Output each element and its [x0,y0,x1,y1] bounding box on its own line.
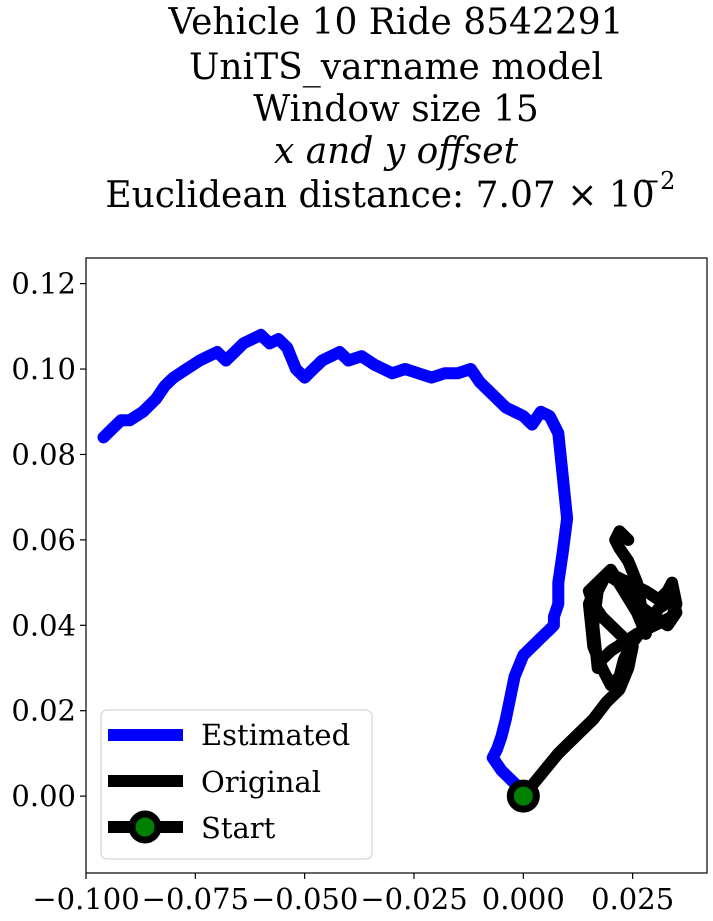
x-axis-ticks: −0.100 −0.075 −0.050 −0.025 0.000 0.025 [32,873,674,916]
x-tick-label: −0.100 [32,882,139,916]
x-tick-label: 0.025 [591,882,674,916]
y-tick-label: 0.06 [11,523,76,557]
plot-area [85,257,708,874]
x-tick-label: −0.050 [251,882,358,916]
x-tick-label: 0.000 [482,882,565,916]
legend-label-estimated: Estimated [201,718,350,752]
y-tick-label: 0.00 [11,779,76,813]
title-line-2: UniTS_varname model [189,47,603,88]
legend-marker-start [128,810,162,844]
start-marker [506,779,540,813]
title-line-3: Window size 15 [253,89,539,130]
series-line-original [517,525,683,803]
y-tick-label: 0.04 [11,608,76,642]
title-line-5: Euclidean distance: 7.07 × 10 [105,175,654,216]
x-tick-label: −0.025 [360,882,467,916]
legend: Estimated Original Start [100,709,373,860]
chart-title: Vehicle 10 Ride 8542291 UniTS_varname mo… [105,2,675,216]
legend-label-original: Original [201,765,321,799]
series-layer [97,328,683,813]
y-tick-label: 0.12 [11,267,76,301]
title-exponent: −2 [640,167,675,195]
title-line-1: Vehicle 10 Ride 8542291 [167,2,623,43]
y-axis-ticks: 0.00 0.02 0.04 0.06 0.08 0.10 0.12 [11,267,86,813]
series-line-estimated [97,328,574,803]
title-line-4: x and y offset [274,131,519,172]
legend-label-start: Start [201,811,276,845]
y-tick-label: 0.02 [11,694,76,728]
y-tick-label: 0.10 [11,352,76,386]
y-tick-label: 0.08 [11,437,76,471]
x-tick-label: −0.075 [142,882,249,916]
